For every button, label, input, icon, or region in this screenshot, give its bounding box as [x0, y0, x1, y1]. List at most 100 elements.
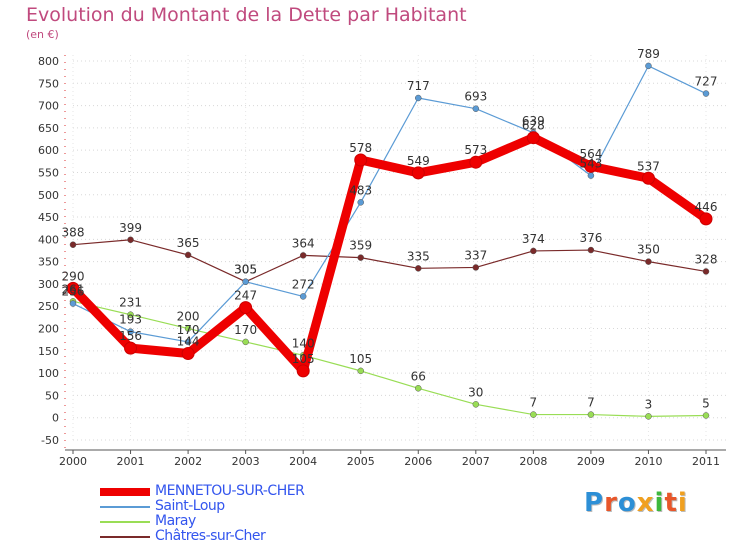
data-point — [472, 264, 480, 271]
chart-title: Evolution du Montant de la Dette par Hab… — [26, 4, 467, 26]
data-label: 365 — [177, 236, 200, 250]
y-tick-label: 600 — [38, 144, 59, 157]
data-point — [127, 311, 134, 318]
data-label: 727 — [695, 75, 718, 89]
data-point — [69, 241, 77, 248]
legend-label: MENNETOU-SUR-CHER — [155, 483, 305, 499]
series-line — [72, 65, 707, 343]
x-tick-label: 2010 — [634, 455, 662, 468]
data-point — [127, 236, 134, 244]
legend-swatch — [100, 521, 150, 523]
data-label: 376 — [579, 231, 602, 245]
data-label: 66 — [411, 369, 426, 383]
data-point — [530, 411, 537, 418]
data-label: 305 — [234, 263, 257, 277]
legend-label: Maray — [155, 513, 196, 529]
gridlines — [72, 55, 726, 441]
data-label: 140 — [292, 336, 315, 350]
y-tick-label: 550 — [38, 166, 59, 179]
series-group — [66, 62, 713, 420]
data-point — [702, 268, 710, 275]
proxiti-logo: Proxiti — [584, 488, 688, 518]
x-tick-label: 2006 — [404, 455, 432, 468]
data-label: 364 — [292, 236, 315, 250]
data-point — [296, 364, 310, 378]
x-tick-label: 2004 — [289, 455, 317, 468]
data-point — [526, 131, 540, 145]
data-label: 717 — [407, 79, 430, 93]
data-label: 200 — [177, 310, 200, 324]
data-label: 388 — [62, 226, 85, 240]
data-point — [66, 281, 80, 295]
y-tick-label: 150 — [38, 345, 59, 358]
data-label: 3 — [645, 397, 653, 411]
x-tick-label: 2005 — [347, 455, 375, 468]
x-tick-label: 2000 — [59, 455, 87, 468]
data-label: 350 — [637, 243, 660, 257]
data-label: 399 — [119, 221, 142, 235]
data-label: 5 — [702, 396, 710, 410]
data-point — [702, 412, 710, 419]
data-point — [472, 105, 480, 112]
y-tick-label: 700 — [38, 100, 59, 113]
data-point — [415, 385, 422, 392]
x-tick-label: 2001 — [117, 455, 145, 468]
y-tick-label: 450 — [38, 211, 59, 224]
x-tick-label: 2008 — [519, 455, 547, 468]
y-tick-label: 50 — [45, 389, 59, 402]
legend-label: Saint-Loup — [155, 498, 225, 514]
data-point — [587, 172, 595, 179]
data-point — [357, 254, 364, 261]
y-tick-label: 750 — [38, 77, 59, 90]
data-point — [357, 367, 364, 375]
data-point — [184, 251, 192, 259]
y-tick-label: -50 — [41, 434, 59, 447]
data-label: 337 — [464, 248, 487, 262]
data-point — [411, 166, 425, 180]
data-label: 261 — [62, 282, 85, 296]
data-point — [242, 278, 249, 285]
data-label: 290 — [62, 269, 85, 283]
data-point — [469, 155, 483, 169]
data-point — [645, 62, 652, 70]
data-label: 193 — [119, 313, 142, 327]
data-point — [584, 159, 598, 173]
data-point — [645, 413, 652, 420]
data-point — [239, 301, 253, 315]
series-line — [72, 239, 707, 283]
data-label: 156 — [119, 329, 142, 343]
y-tick-label: 300 — [38, 278, 59, 291]
x-tick-label: 2011 — [692, 455, 720, 468]
data-label: 374 — [522, 232, 545, 246]
data-label: 789 — [637, 47, 660, 61]
data-label: 170 — [234, 323, 257, 337]
data-label: 639 — [522, 114, 545, 128]
data-label: 578 — [349, 141, 372, 155]
legend-swatch — [100, 536, 150, 538]
data-point — [415, 265, 422, 272]
data-point — [127, 328, 134, 335]
data-label: 335 — [407, 249, 430, 263]
axes: -50 0 50 100 150 200 250 300 350 400 450 500 550 600 6… — [38, 55, 726, 468]
data-point — [181, 346, 195, 360]
data-point — [354, 153, 368, 167]
data-point — [699, 212, 713, 226]
data-point — [242, 338, 249, 346]
data-point — [69, 300, 77, 307]
unit-label: (en €) — [26, 28, 59, 41]
data-label: 256 — [62, 285, 85, 299]
x-tick-label: 2009 — [577, 455, 605, 468]
data-point — [357, 199, 364, 206]
data-label: 7 — [530, 396, 538, 410]
y-tick-label: 400 — [38, 233, 59, 246]
data-label: 305 — [234, 263, 257, 277]
y-tick-label: 350 — [38, 256, 59, 269]
data-label: 7 — [587, 396, 595, 410]
data-point — [184, 325, 192, 332]
data-point — [472, 401, 480, 408]
data-label: 231 — [119, 296, 142, 310]
data-label: 328 — [695, 252, 718, 266]
y-tick-label: 100 — [38, 367, 59, 380]
